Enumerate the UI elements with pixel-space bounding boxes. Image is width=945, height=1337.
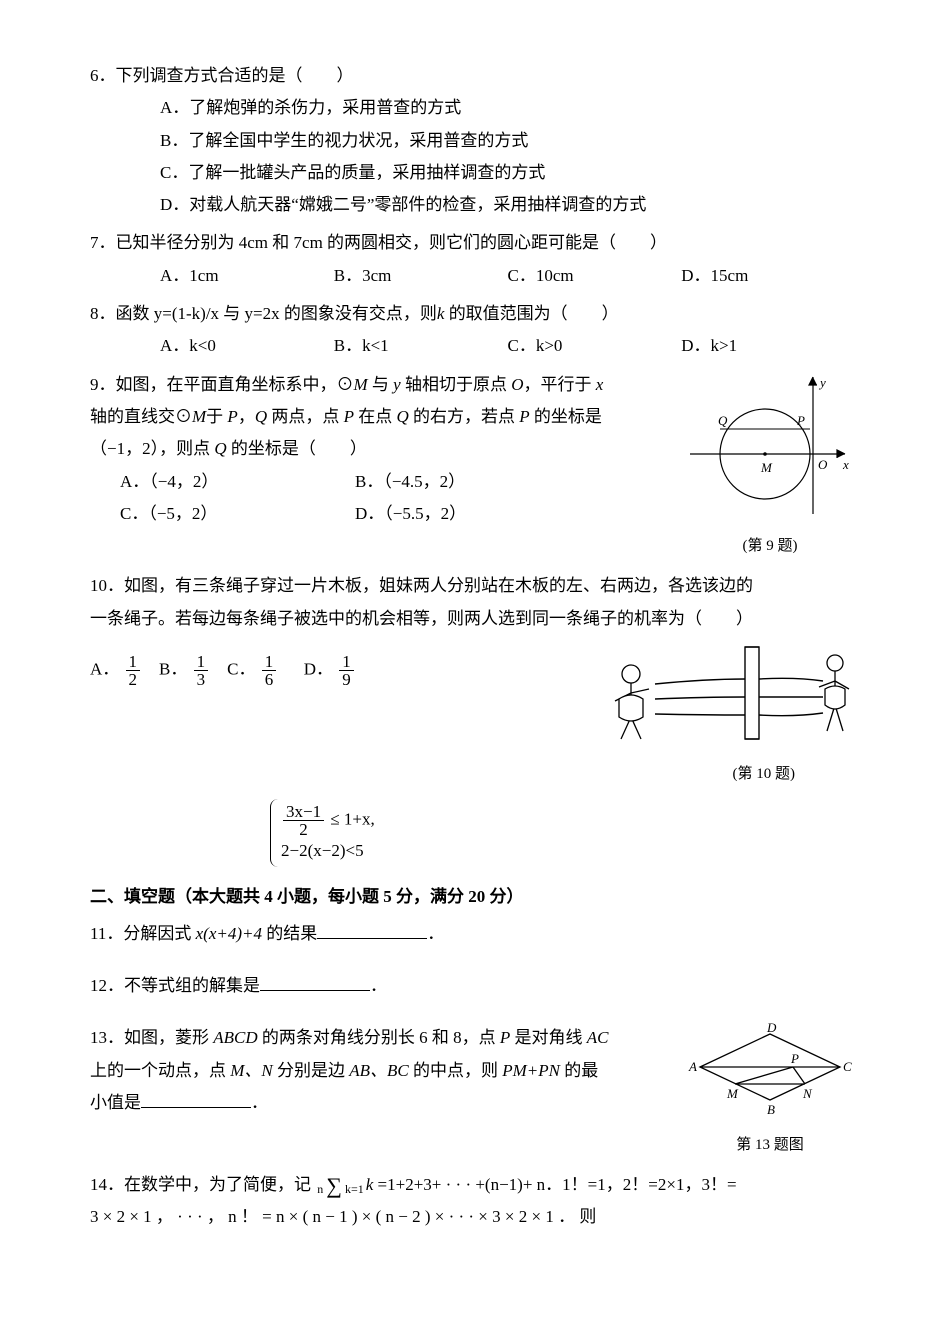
q10-d-pre: D． <box>304 659 333 678</box>
q7-option-c: C．10cm <box>508 260 682 292</box>
q8-option-d: D．k>1 <box>681 330 855 362</box>
q14-line1: 14．在数学中，为了简便，记 n ∑ k=1 k =1+2+3+ · · · +… <box>90 1169 855 1201</box>
q9-option-d: D．（−5.5，2） <box>355 498 590 530</box>
q14-line2: 3 × 2 × 1 ， · · · ， n ！ = n × ( n − 1 ) … <box>90 1201 855 1233</box>
q13-blank[interactable] <box>141 1088 251 1108</box>
q9-figure: y x O M P Q <box>685 369 855 519</box>
q13-label-p: P <box>790 1051 799 1066</box>
q10-figure-block <box>595 639 855 760</box>
q13-label-b: B <box>767 1102 775 1117</box>
q9-label-p: P <box>796 413 805 428</box>
q6-option-c: C．了解一批罐头产品的质量，采用抽样调查的方式 <box>90 157 855 189</box>
q8-option-c: C．k>0 <box>508 330 682 362</box>
q13-figure-block: A B C D M N P 第 13 题图 <box>685 1022 855 1159</box>
q9-option-a: A．（−4，2） <box>120 466 355 498</box>
question-14: 14．在数学中，为了简便，记 n ∑ k=1 k =1+2+3+ · · · +… <box>90 1169 855 1234</box>
question-11: 11．分解因式 x(x+4)+4 的结果． <box>90 918 855 950</box>
q13-label-c: C <box>843 1059 852 1074</box>
q6-option-b: B．了解全国中学生的视力状况，采用普查的方式 <box>90 125 855 157</box>
q8-stem-pre: 8．函数 y=(1-k)/x 与 y=2x 的图象没有交点，则 <box>90 304 437 323</box>
q10-option-d: 19 <box>339 653 354 688</box>
q7-options: A．1cm B．3cm C．10cm D．15cm <box>90 260 855 292</box>
q13-label-d: D <box>766 1022 777 1035</box>
q10-figure <box>595 639 855 749</box>
question-9: y x O M P Q (第 9 题) 9．如图，在平面直角坐标系中，⊙M 与 … <box>90 369 855 561</box>
inequality-system: 3x−12 ≤ 1+x, 2−2(x−2)<5 <box>90 799 855 868</box>
sigma-icon: n ∑ k=1 <box>317 1175 363 1197</box>
q10-option-a: 12 <box>126 653 141 688</box>
q9-option-b: B．（−4.5，2） <box>355 466 590 498</box>
q13-figure: A B C D M N P <box>685 1022 855 1117</box>
q6-stem: 6．下列调查方式合适的是（ ） <box>90 60 855 92</box>
section-2-heading: 二、填空题（本大题共 4 小题，每小题 5 分，满分 20 分） <box>90 881 855 913</box>
q7-stem: 7．已知半径分别为 4cm 和 7cm 的两圆相交，则它们的圆心距可能是（ ） <box>90 227 855 259</box>
q9-label-m: M <box>760 460 773 475</box>
q10-option-b: 13 <box>194 653 209 688</box>
q9-label-q: Q <box>718 413 728 428</box>
q7-option-d: D．15cm <box>681 260 855 292</box>
q7-option-b: B．3cm <box>334 260 508 292</box>
question-7: 7．已知半径分别为 4cm 和 7cm 的两圆相交，则它们的圆心距可能是（ ） … <box>90 227 855 292</box>
q9-figure-block: y x O M P Q (第 9 题) <box>685 369 855 561</box>
q10-line1: 10．如图，有三条绳子穿过一片木板，姐妹两人分别站在木板的左、右两边，各选该边的 <box>90 570 855 602</box>
q8-stem-post: 的取值范围为（ ） <box>444 304 618 323</box>
q13-label-n: N <box>802 1086 813 1101</box>
question-13: A B C D M N P 第 13 题图 13．如图，菱形 ABCD 的两条对… <box>90 1022 855 1159</box>
q10-c-pre: C． <box>227 659 255 678</box>
q9-label-o: O <box>818 457 828 472</box>
question-12: 12．不等式组的解集是． <box>90 970 855 1002</box>
q8-stem: 8．函数 y=(1-k)/x 与 y=2x 的图象没有交点，则k 的取值范围为（… <box>90 298 855 330</box>
q8-option-a: A．k<0 <box>160 330 334 362</box>
q13-caption: 第 13 题图 <box>685 1131 855 1160</box>
q6-option-d: D．对载人航天器“嫦娥二号”零部件的检查，采用抽样调查的方式 <box>90 189 855 221</box>
q10-option-c: 16 <box>262 653 277 688</box>
q6-option-a: A．了解炮弹的杀伤力，采用普查的方式 <box>90 92 855 124</box>
q9-options-row1: A．（−4，2） B．（−4.5，2） <box>90 466 590 498</box>
q10-caption: (第 10 题) <box>90 760 855 789</box>
q13-label-a: A <box>688 1059 697 1074</box>
q13-label-m: M <box>726 1086 739 1101</box>
q9-options-row2: C．（−5，2） D．（−5.5，2） <box>90 498 590 530</box>
q8-options: A．k<0 B．k<1 C．k>0 D．k>1 <box>90 330 855 362</box>
q10-a-pre: A． <box>90 659 119 678</box>
q9-label-y: y <box>818 375 826 390</box>
q7-option-a: A．1cm <box>160 260 334 292</box>
q8-option-b: B．k<1 <box>334 330 508 362</box>
q9-label-x: x <box>842 457 849 472</box>
q9-option-c: C．（−5，2） <box>120 498 355 530</box>
question-6: 6．下列调查方式合适的是（ ） A．了解炮弹的杀伤力，采用普查的方式 B．了解全… <box>90 60 855 221</box>
q10-b-pre: B． <box>159 659 187 678</box>
q9-caption: (第 9 题) <box>685 532 855 561</box>
q11-blank[interactable] <box>317 919 427 939</box>
q12-blank[interactable] <box>260 971 370 991</box>
question-8: 8．函数 y=(1-k)/x 与 y=2x 的图象没有交点，则k 的取值范围为（… <box>90 298 855 363</box>
question-10: 10．如图，有三条绳子穿过一片木板，姐妹两人分别站在木板的左、右两边，各选该边的… <box>90 570 855 788</box>
q10-line2: 一条绳子。若每边每条绳子被选中的机会相等，则两人选到同一条绳子的机率为（ ） <box>90 603 855 635</box>
